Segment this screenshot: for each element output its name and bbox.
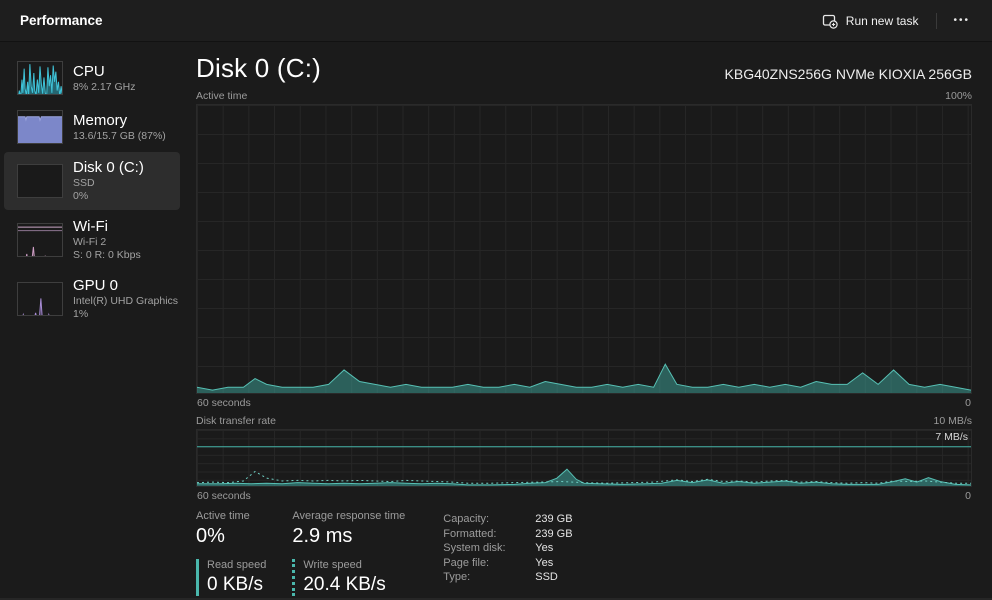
cpu-stats: 8% 2.17 GHz bbox=[73, 80, 136, 93]
transfer-rate-xaxis-right: 0 bbox=[965, 490, 971, 502]
wifi-title: Wi-Fi bbox=[73, 218, 108, 235]
write-speed-label: Write speed bbox=[303, 559, 362, 571]
transfer-rate-chart-label: Disk transfer rate bbox=[196, 415, 276, 427]
active-time-ymax-label: 100% bbox=[945, 90, 972, 102]
disk-properties: Capacity: 239 GB Formatted: 239 GB Syste… bbox=[443, 512, 572, 596]
disk-usage: 0% bbox=[73, 190, 89, 202]
avg-response-stat-label: Average response time bbox=[292, 510, 406, 522]
disk-stats: Active time 0% Average response time 2.9… bbox=[196, 510, 972, 596]
active-time-stat-label: Active time bbox=[196, 510, 250, 522]
gpu-usage: 1% bbox=[73, 308, 89, 320]
wifi-adapter: Wi-Fi 2 bbox=[73, 236, 107, 248]
active-time-chart-label: Active time bbox=[196, 90, 248, 102]
transfer-rate-ymax-label: 10 MB/s bbox=[933, 415, 972, 427]
sidebar-item-disk[interactable]: Disk 0 (C:) SSD 0% bbox=[4, 152, 180, 210]
disk-panel-title: Disk 0 (C:) bbox=[196, 53, 321, 83]
memory-sparkline bbox=[17, 110, 63, 144]
active-time-xaxis-right: 0 bbox=[965, 397, 971, 409]
active-time-stat-value: 0% bbox=[196, 525, 225, 547]
transfer-rate-chart: 7 MB/s bbox=[196, 429, 972, 487]
active-time-chart bbox=[196, 104, 972, 394]
header-actions: Run new task ••• bbox=[812, 7, 978, 35]
read-speed-stat: Read speed 0 KB/s bbox=[196, 559, 266, 596]
sidebar-item-cpu[interactable]: CPU 8% 2.17 GHz bbox=[4, 54, 180, 102]
cpu-title: CPU bbox=[73, 62, 105, 80]
gpu-title: GPU 0 bbox=[73, 277, 119, 294]
write-speed-stat: Write speed 20.4 KB/s bbox=[292, 559, 405, 596]
wifi-stats: S: 0 R: 0 Kbps bbox=[73, 249, 141, 261]
system-disk-row: System disk: Yes bbox=[443, 542, 554, 554]
cpu-sparkline bbox=[17, 61, 63, 95]
sidebar-item-gpu[interactable]: GPU 0 Intel(R) UHD Graphics 1% bbox=[4, 270, 180, 328]
run-new-task-icon bbox=[822, 13, 838, 29]
memory-stats: 13.6/15.7 GB (87%) bbox=[73, 129, 166, 142]
header-divider bbox=[936, 12, 938, 29]
header-bar: Performance Run new task ••• bbox=[0, 0, 992, 42]
transfer-rate-ref-label: 7 MB/s bbox=[935, 431, 968, 443]
disk-detail-panel: Disk 0 (C:) KBG40ZNS256G NVMe KIOXIA 256… bbox=[196, 44, 972, 596]
capacity-row: Capacity: 239 GB bbox=[443, 513, 573, 525]
sidebar-item-wifi[interactable]: Wi-Fi Wi-Fi 2 S: 0 R: 0 Kbps bbox=[4, 211, 180, 269]
page-file-row: Page file: Yes bbox=[443, 556, 554, 569]
memory-title: Memory bbox=[73, 111, 128, 129]
gpu-sparkline bbox=[17, 282, 63, 316]
active-time-xaxis-left: 60 seconds bbox=[197, 397, 251, 409]
gpu-adapter: Intel(R) UHD Graphics bbox=[73, 295, 179, 307]
avg-response-stat-value: 2.9 ms bbox=[292, 525, 353, 547]
type-row: Type: SSD bbox=[443, 571, 558, 583]
performance-sidebar: CPU 8% 2.17 GHz Memory 13.6/15.7 GB (87%… bbox=[0, 43, 184, 598]
read-speed-label: Read speed bbox=[207, 559, 267, 571]
active-time-stat: Active time 0% bbox=[196, 510, 266, 548]
sidebar-item-memory[interactable]: Memory 13.6/15.7 GB (87%) bbox=[4, 103, 180, 151]
run-new-task-button[interactable]: Run new task bbox=[812, 7, 929, 35]
page-title: Performance bbox=[20, 13, 103, 28]
run-new-task-label: Run new task bbox=[845, 13, 919, 28]
formatted-row: Formatted: 239 GB bbox=[443, 527, 573, 540]
avg-response-stat: Average response time 2.9 ms bbox=[292, 510, 405, 548]
write-speed-value: 20.4 KB/s bbox=[303, 574, 386, 595]
wifi-sparkline bbox=[17, 223, 63, 257]
disk-device-name: KBG40ZNS256G NVMe KIOXIA 256GB bbox=[724, 66, 972, 82]
disk-title: Disk 0 (C:) bbox=[73, 159, 144, 176]
disk-type: SSD bbox=[73, 177, 95, 189]
read-speed-value: 0 KB/s bbox=[207, 574, 263, 595]
disk-sparkline bbox=[17, 164, 63, 198]
transfer-rate-xaxis-left: 60 seconds bbox=[197, 490, 251, 502]
more-button[interactable]: ••• bbox=[945, 9, 978, 32]
more-icon: ••• bbox=[953, 15, 970, 26]
